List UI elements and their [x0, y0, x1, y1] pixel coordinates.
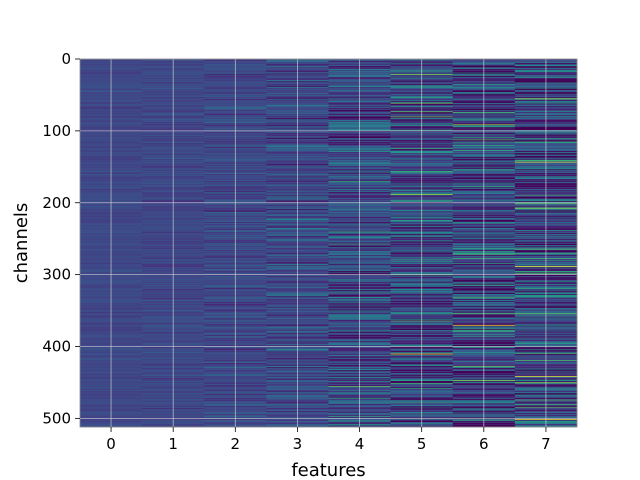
x-tick-label: 2 [231, 435, 241, 453]
x-axis-label: features [291, 460, 365, 480]
y-tick-label: 500 [42, 409, 71, 427]
x-tick-label: 5 [417, 435, 427, 453]
y-tick-label: 0 [61, 50, 71, 68]
y-axis-ticks: 0 100 200 300 400 500 [42, 50, 80, 427]
x-tick-label: 1 [168, 435, 178, 453]
x-axis-ticks: 0 1 2 3 4 5 6 7 [106, 427, 551, 453]
x-tick-label: 4 [355, 435, 365, 453]
x-tick-label: 6 [479, 435, 489, 453]
x-tick-label: 7 [541, 435, 551, 453]
y-axis-label: channels [11, 203, 32, 284]
x-tick-label: 3 [293, 435, 303, 453]
y-tick-label: 100 [42, 122, 71, 140]
y-tick-label: 200 [42, 194, 71, 212]
plot-area [80, 59, 578, 428]
x-tick-label: 0 [106, 435, 116, 453]
y-tick-label: 300 [42, 266, 71, 284]
plot-frame [79, 58, 578, 428]
y-tick-label: 400 [42, 338, 71, 356]
